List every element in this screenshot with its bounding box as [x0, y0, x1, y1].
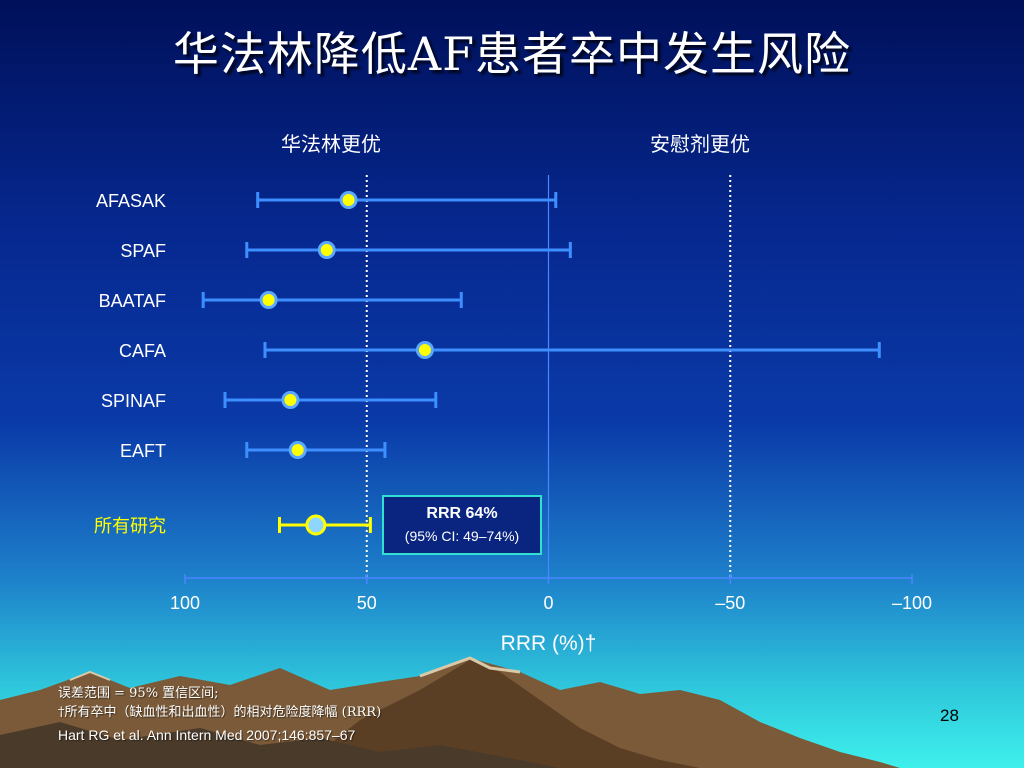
- estimate-point: [281, 391, 300, 409]
- citation: Hart RG et al. Ann Intern Med 2007;146:8…: [58, 727, 356, 743]
- study-label: CAFA: [119, 341, 166, 361]
- estimate-point: [415, 341, 434, 359]
- x-tick-label: –100: [892, 593, 932, 613]
- warfarin-better-label: 华法林更优: [281, 132, 381, 156]
- placebo-better-label: 安慰剂更优: [650, 132, 750, 156]
- study-label: SPINAF: [101, 391, 166, 411]
- study-label: EAFT: [120, 441, 166, 461]
- rrr-value: RRR 64%: [426, 505, 498, 522]
- footnote-error-range: 误差范围 = 95% 置信区间;: [58, 686, 219, 701]
- estimate-point: [317, 241, 336, 259]
- footnote-rrr-definition: †所有卒中（缺血性和出血性）的相对危险度降幅 (RRR): [58, 705, 382, 720]
- study-label: BAATAF: [99, 291, 166, 311]
- x-tick-label: 50: [357, 593, 377, 613]
- study-label: AFASAK: [96, 191, 166, 211]
- rrr-annotation-box: RRR 64% (95% CI: 49–74%): [382, 495, 542, 555]
- mountain-landscape: [0, 656, 900, 768]
- x-tick-label: 0: [543, 593, 553, 613]
- x-axis-label: RRR (%)†: [501, 632, 597, 655]
- study-label: SPAF: [120, 241, 166, 261]
- x-tick-label: 100: [170, 593, 200, 613]
- pooled-estimate-point: [305, 514, 327, 536]
- page-title: 华法林降低AF患者卒中发生风险: [172, 27, 852, 81]
- estimate-point: [288, 441, 307, 459]
- rrr-confidence-interval: (95% CI: 49–74%): [404, 528, 520, 544]
- pooled-label: 所有研究: [94, 516, 166, 537]
- x-tick-label: –50: [715, 593, 745, 613]
- page-number: 28: [940, 706, 959, 725]
- footnotes: 误差范围 = 95% 置信区间; †所有卒中（缺血性和出血性）的相对危险度降幅 …: [58, 684, 381, 722]
- estimate-point: [259, 291, 278, 309]
- estimate-point: [339, 191, 358, 209]
